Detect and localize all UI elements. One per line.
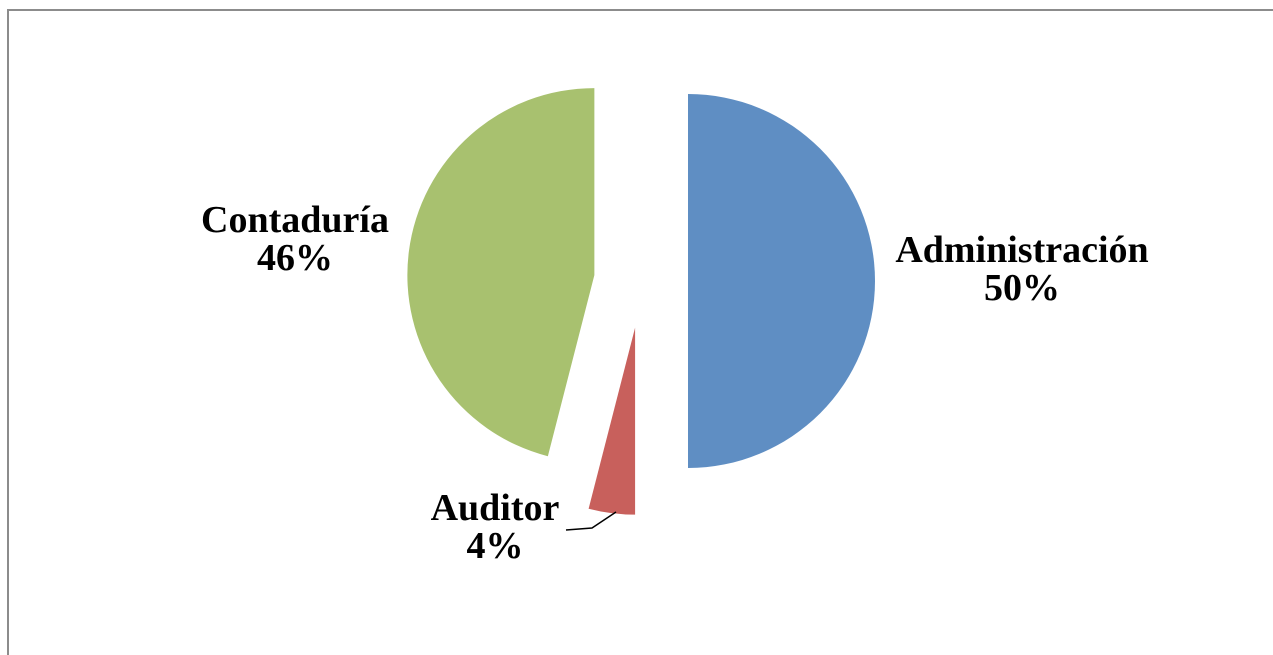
slice-value-label: 50% xyxy=(984,267,1060,309)
slice-label: Auditor xyxy=(431,487,560,529)
pie-slice xyxy=(688,94,875,468)
pie-slice xyxy=(588,327,636,515)
slice-value-label: 4% xyxy=(467,525,524,567)
slice-value-label: 46% xyxy=(257,237,333,279)
pie-slice xyxy=(407,88,595,457)
chart-border xyxy=(7,9,1273,655)
leader-line xyxy=(565,511,617,531)
slice-label: Administración xyxy=(895,229,1148,271)
slice-label: Contaduría xyxy=(201,199,389,241)
